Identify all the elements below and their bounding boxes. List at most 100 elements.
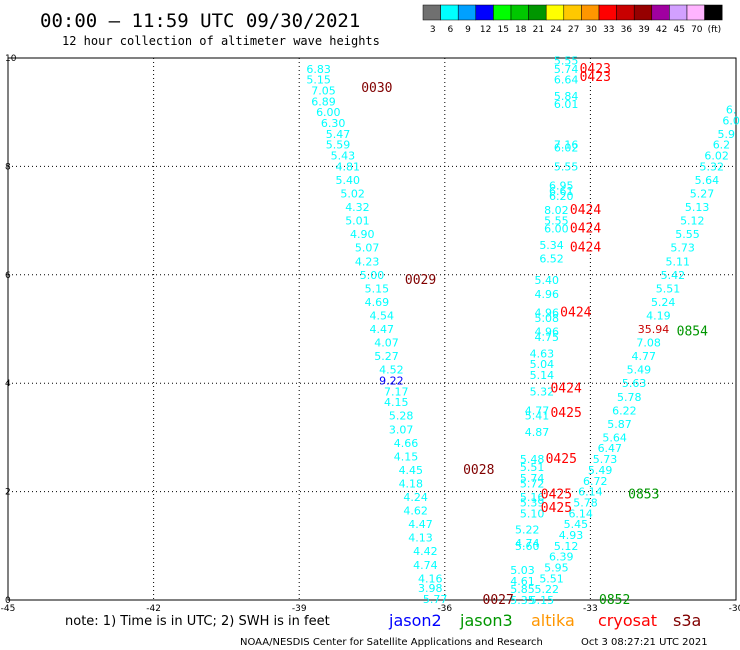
wave-height-label: 6.83 xyxy=(306,63,331,76)
wave-height-label: 9.22 xyxy=(379,374,404,387)
legend-swatch xyxy=(422,4,441,21)
wave-height-label: 6.64 xyxy=(554,74,579,87)
legend-swatch xyxy=(545,4,565,21)
wave-height-label: 5.95 xyxy=(544,561,569,574)
wave-height-label: 5.55 xyxy=(675,228,700,241)
color-legend: 3 6 9 12 15 18 21 24 27 30 33 36 39 42 45 70 (ft) xyxy=(422,4,723,35)
wave-height-label: 5.14 xyxy=(530,369,555,382)
wave-height-label: 4.47 xyxy=(369,323,394,336)
wave-height-label: 5.55 xyxy=(544,215,569,228)
x-tick-label: -42 xyxy=(146,604,161,614)
wave-height-label: 4.32 xyxy=(345,201,370,214)
legend-swatch xyxy=(633,4,653,21)
x-tick-label: -36 xyxy=(437,604,452,614)
wave-height-label: 5.85 xyxy=(510,583,535,596)
wave-height-label: 4.15 xyxy=(384,396,409,409)
wave-height-label: 6.47 xyxy=(598,442,623,455)
wave-height-label: 5.28 xyxy=(389,410,414,423)
wave-height-label: 5.32 xyxy=(699,160,724,173)
wave-height-label: 5.51 xyxy=(656,282,681,295)
pass-time-label: 0853 xyxy=(628,487,659,502)
wave-height-label: 4.62 xyxy=(403,505,428,518)
legend-label: (ft) xyxy=(708,25,722,35)
pass-time-label: 0423 xyxy=(580,62,611,77)
wave-height-label: 5.34 xyxy=(539,239,564,252)
wave-height-label: 5.16 xyxy=(520,491,545,504)
wave-height-label: 7.05 xyxy=(311,85,336,98)
legend-swatch xyxy=(581,4,600,21)
wave-height-label: 6.02 xyxy=(704,150,729,163)
legend-label: 27 xyxy=(568,25,579,35)
wave-height-label: 5.12 xyxy=(554,540,579,553)
wave-height-label: 5.01 xyxy=(345,215,370,228)
wave-height-label: 6.2 xyxy=(713,139,731,152)
wave-height-label: 4.16 xyxy=(418,572,443,585)
x-tick-label: -33 xyxy=(583,604,598,614)
wave-height-label: 5.04 xyxy=(530,358,555,371)
wave-height-label: 4.63 xyxy=(530,347,555,360)
wave-height-label: 4.77 xyxy=(632,350,657,363)
legend-label: 3 xyxy=(430,25,436,35)
wave-height-label: 6.0 xyxy=(722,114,740,127)
wave-height-label: 6.39 xyxy=(549,551,574,564)
legend-label: 30 xyxy=(585,25,597,35)
wave-height-label: 4.66 xyxy=(394,437,419,450)
wave-height-label: 5.49 xyxy=(588,464,613,477)
pass-time-label: 0030 xyxy=(361,81,392,96)
legend-label: 42 xyxy=(656,25,667,35)
pass-time-label: 0425 xyxy=(546,452,577,467)
wave-height-label: 5.40 xyxy=(534,274,559,287)
legend-label: 70 xyxy=(691,25,703,35)
satellite-legend: jason2 jason3 altika cryosat s3a xyxy=(388,611,701,630)
legend-swatch xyxy=(704,4,723,21)
wave-height-label: 4.96 xyxy=(534,307,559,320)
wave-height-label: 5.59 xyxy=(326,139,351,152)
wave-height-label: 3.07 xyxy=(389,423,414,436)
chart-subtitle: 12 hour collection of altimeter wave hei… xyxy=(62,34,380,48)
wave-height-label: 4.96 xyxy=(534,288,559,301)
wave-height-label: 4.19 xyxy=(646,309,671,322)
wave-height-label: 4.75 xyxy=(534,331,559,344)
legend-label: 39 xyxy=(638,25,650,35)
pass-time-label: 0425 xyxy=(550,406,581,421)
pass-time-label: 0424 xyxy=(570,241,601,256)
wave-height-label: 4.18 xyxy=(399,477,424,490)
legend-label: 36 xyxy=(621,25,633,35)
wave-height-label: 5.27 xyxy=(374,350,399,363)
wave-height-label: 5.84 xyxy=(554,90,579,103)
wave-height-label: 4.13 xyxy=(408,532,433,545)
wave-height-label: 4.96 xyxy=(534,326,559,339)
wave-height-label: 5.15 xyxy=(306,74,331,87)
footer-timestamp: Oct 3 08:27:21 UTC 2021 xyxy=(581,637,708,648)
wave-height-label: 6.95 xyxy=(549,179,574,192)
wave-height-label: 6.89 xyxy=(311,95,336,108)
y-tick-label: 4 xyxy=(5,379,11,389)
wave-height-label: 5.39 xyxy=(520,496,545,509)
wave-height-label: 6.14 xyxy=(568,507,593,520)
legend-swatch xyxy=(510,4,529,21)
legend-swatch xyxy=(598,4,617,21)
wave-height-label: 4.07 xyxy=(374,337,399,350)
pass-time-label: 0424 xyxy=(570,203,601,218)
wave-height-label: 5.63 xyxy=(622,377,647,390)
wave-height-label: 5.07 xyxy=(355,242,380,255)
plot-frame xyxy=(7,57,737,601)
chart-title: 00:00 — 11:59 UTC 09/30/2021 xyxy=(40,10,360,32)
wave-height-label: 5.40 xyxy=(335,174,360,187)
pass-time-label: 0854 xyxy=(677,325,708,340)
x-tick-label: -30 xyxy=(729,604,740,614)
wave-height-label: 35.94 xyxy=(638,323,670,336)
wave-height-label: 5.74 xyxy=(554,63,579,76)
legend-swatch xyxy=(493,4,512,21)
wave-height-label: 5.55 xyxy=(554,55,579,68)
legend-label: 12 xyxy=(480,25,491,35)
wave-height-label: 5.22 xyxy=(515,524,540,537)
wave-height-label: 4.52 xyxy=(379,364,404,377)
pass-time-label: 0424 xyxy=(570,222,601,237)
wave-height-label: 5.47 xyxy=(326,128,351,141)
wave-height-label: 4.42 xyxy=(413,545,438,558)
wave-height-label: 4.15 xyxy=(394,450,419,463)
wave-height-label: 5.9 xyxy=(718,128,736,141)
pass-time-label: 0424 xyxy=(550,382,581,397)
